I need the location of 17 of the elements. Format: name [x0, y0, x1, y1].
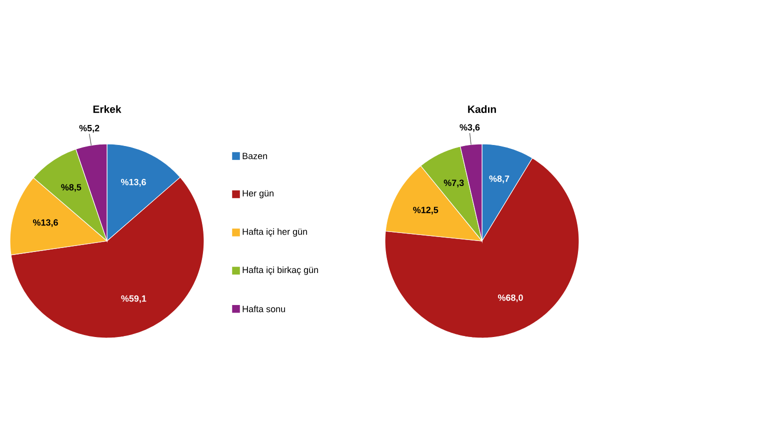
data-label: %12,5: [413, 206, 438, 214]
data-label: %7,3: [444, 180, 464, 188]
legend-label: Her gün: [242, 190, 274, 198]
data-label: %13,6: [120, 178, 146, 187]
data-label: %68,0: [498, 294, 523, 302]
data-label: %3,6: [460, 124, 480, 132]
data-label: %13,6: [32, 219, 58, 227]
legend-label: Hafta içi birkaç gün: [242, 266, 318, 275]
chart-title: Kadın: [468, 105, 496, 113]
legend-label: Hafta içi her gün: [242, 228, 307, 237]
legend-label: Bazen: [242, 152, 267, 160]
data-label: %8,7: [489, 176, 510, 184]
legend-label: Hafta sonu: [242, 306, 285, 312]
data-label: %59,1: [121, 295, 146, 304]
data-label: %8,5: [61, 184, 82, 192]
data-label: %5,2: [79, 124, 100, 133]
chart-title: Erkek: [93, 105, 122, 113]
